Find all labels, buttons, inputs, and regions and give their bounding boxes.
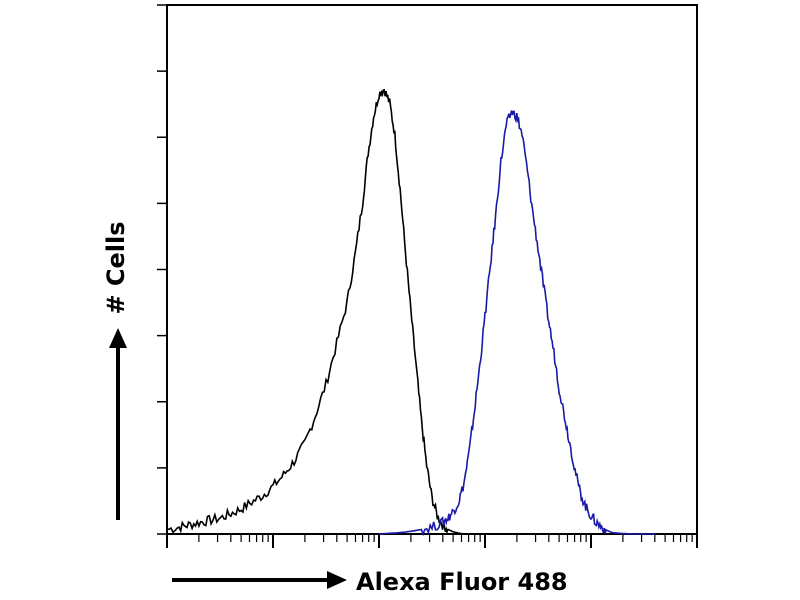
y-axis-arrowhead [109, 328, 127, 348]
x-axis-label: Alexa Fluor 488 [356, 568, 568, 596]
plot-frame [166, 4, 698, 535]
stained-histogram-line [378, 110, 655, 537]
control-histogram-line [166, 88, 485, 535]
axis-ticks [157, 4, 698, 548]
x-axis-arrowhead [327, 571, 347, 589]
y-axis-label: # Cells [102, 221, 130, 314]
series-lines [166, 88, 655, 537]
